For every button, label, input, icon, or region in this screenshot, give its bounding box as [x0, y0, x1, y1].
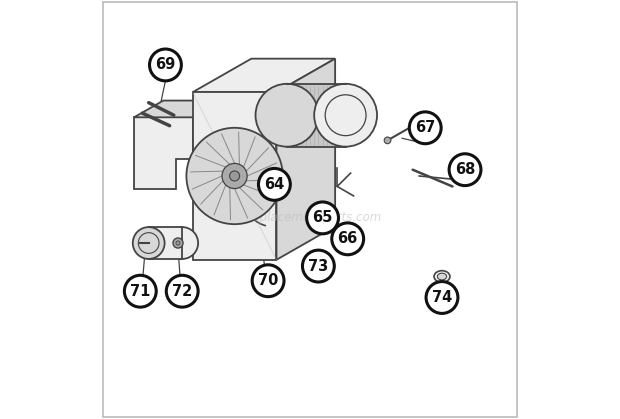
Polygon shape — [277, 59, 335, 260]
Text: 65: 65 — [312, 210, 333, 225]
Ellipse shape — [314, 84, 377, 147]
Text: 73: 73 — [308, 259, 329, 274]
Circle shape — [125, 275, 156, 307]
Ellipse shape — [166, 227, 198, 259]
Circle shape — [187, 128, 283, 224]
Ellipse shape — [255, 84, 319, 147]
Ellipse shape — [434, 271, 450, 282]
Circle shape — [166, 275, 198, 307]
Polygon shape — [193, 92, 277, 260]
Circle shape — [259, 168, 290, 200]
Circle shape — [426, 282, 458, 313]
Circle shape — [176, 241, 180, 245]
Text: eReplacementParts.com: eReplacementParts.com — [238, 211, 382, 225]
Polygon shape — [134, 101, 222, 117]
Circle shape — [307, 202, 339, 234]
Circle shape — [384, 137, 391, 144]
Text: 70: 70 — [258, 273, 278, 288]
Circle shape — [449, 154, 481, 186]
Ellipse shape — [437, 273, 446, 280]
Text: 64: 64 — [264, 177, 285, 192]
Circle shape — [332, 223, 364, 255]
Circle shape — [173, 238, 183, 248]
Circle shape — [149, 49, 182, 81]
Circle shape — [229, 171, 239, 181]
Text: 71: 71 — [130, 284, 151, 299]
Circle shape — [409, 112, 441, 144]
Bar — [287, 84, 345, 147]
Text: 72: 72 — [172, 284, 192, 299]
Text: 66: 66 — [337, 231, 358, 246]
Circle shape — [222, 163, 247, 189]
Text: 69: 69 — [156, 57, 175, 72]
Polygon shape — [193, 59, 335, 92]
Polygon shape — [134, 117, 193, 189]
Ellipse shape — [133, 227, 164, 259]
Polygon shape — [308, 253, 320, 263]
Text: 67: 67 — [415, 120, 435, 135]
Bar — [149, 227, 182, 259]
Text: 74: 74 — [432, 290, 452, 305]
Circle shape — [303, 250, 334, 282]
Text: 68: 68 — [455, 162, 475, 177]
Circle shape — [252, 265, 284, 297]
